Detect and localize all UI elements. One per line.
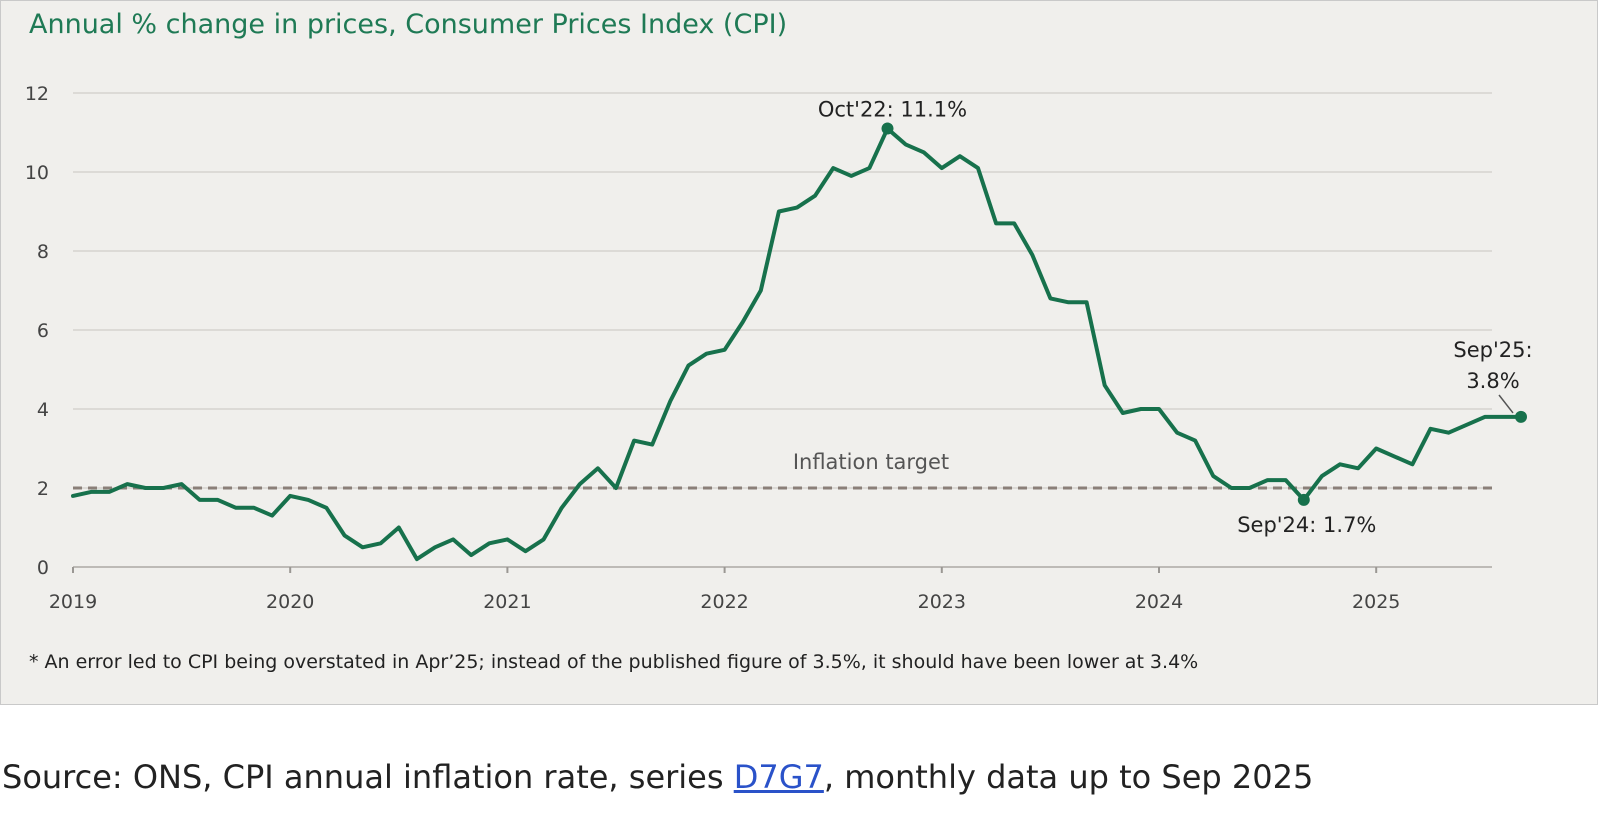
annotations: Oct'22: 11.1% Sep'24: 1.7% Sep'25: 3.8% [818, 98, 1533, 537]
chart-title: Annual % change in prices, Consumer Pric… [29, 9, 787, 40]
source-series-link[interactable]: D7G7 [733, 758, 824, 796]
chart-footnote: * An error led to CPI being overstated i… [29, 651, 1198, 673]
x-tick-2024: 2024 [1135, 591, 1183, 613]
y-tick-2: 2 [37, 478, 49, 500]
source-line: Source: ONS, CPI annual inflation rate, … [2, 758, 1313, 796]
low-marker [1297, 493, 1310, 506]
y-tick-4: 4 [37, 399, 49, 421]
y-axis-ticks: 0 2 4 6 8 10 12 [25, 83, 49, 579]
latest-marker [1515, 410, 1527, 423]
cpi-series [71, 126, 1523, 562]
y-tick-0: 0 [37, 557, 49, 579]
y-tick-6: 6 [37, 320, 49, 342]
latest-annotation-line1: Sep'25: [1453, 338, 1532, 362]
latest-annotation-line2: 3.8% [1466, 369, 1519, 393]
y-tick-12: 12 [25, 83, 49, 105]
peak-annotation: Oct'22: 11.1% [818, 98, 967, 122]
x-tick-2020: 2020 [266, 591, 314, 613]
y-tick-8: 8 [37, 241, 49, 263]
low-annotation: Sep'24: 1.7% [1237, 513, 1376, 537]
x-tick-2019: 2019 [49, 591, 97, 613]
cpi-series-line [71, 126, 1523, 562]
source-prefix: Source: ONS, CPI annual inflation rate, … [2, 758, 734, 796]
source-suffix: , monthly data up to Sep 2025 [823, 758, 1314, 796]
peak-marker [881, 122, 894, 135]
x-tick-2022: 2022 [700, 591, 748, 613]
x-tick-2025: 2025 [1352, 591, 1400, 613]
latest-leader-line [1498, 394, 1514, 414]
gridlines [73, 92, 1492, 489]
cpi-line-chart: Annual % change in prices, Consumer Pric… [25, 9, 1533, 673]
y-tick-10: 10 [25, 162, 49, 184]
x-tick-2023: 2023 [918, 591, 966, 613]
chart-panel: Annual % change in prices, Consumer Pric… [0, 0, 1598, 705]
x-tick-2021: 2021 [483, 591, 531, 613]
inflation-target-label: Inflation target [793, 450, 949, 474]
x-axis-ticks: 2019 2020 2021 2022 2023 2024 2025 [49, 566, 1492, 613]
inflation-target: Inflation target [73, 450, 1492, 490]
